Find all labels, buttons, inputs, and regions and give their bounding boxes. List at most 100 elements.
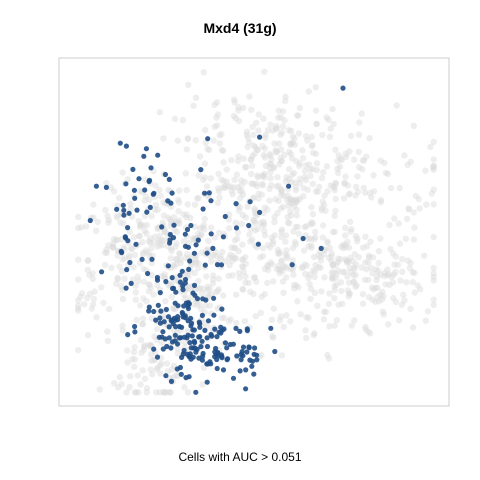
background-cell-point (336, 163, 344, 170)
background-cell-point (285, 148, 293, 156)
background-cell-point (319, 198, 326, 205)
background-cell-point (344, 257, 351, 265)
highlighted-cell-point (218, 262, 225, 268)
background-cell-point (275, 107, 282, 114)
background-cell-point (230, 112, 238, 120)
background-cell-point (307, 285, 315, 292)
background-cell-point (114, 274, 121, 282)
background-cell-point (201, 160, 209, 167)
background-cell-point (306, 280, 313, 288)
background-cell-point (164, 389, 171, 396)
highlighted-cell-point (99, 269, 105, 275)
background-cell-point (266, 160, 273, 167)
highlighted-cell-point (227, 341, 233, 348)
background-cell-point (112, 237, 120, 244)
highlighted-cell-point (188, 222, 194, 229)
background-cell-point (206, 302, 214, 309)
highlighted-cell-point (233, 225, 240, 231)
background-cell-point (302, 133, 310, 140)
background-cell-point (308, 142, 316, 150)
background-cell-point (216, 229, 223, 236)
highlighted-cells-layer (87, 85, 346, 395)
background-cell-point (312, 228, 319, 236)
background-cell-point (251, 205, 258, 212)
background-cell-point (274, 246, 281, 253)
highlighted-cell-point (121, 207, 127, 213)
background-cell-point (273, 148, 281, 155)
background-cell-point (216, 194, 223, 201)
background-cell-point (96, 386, 104, 393)
highlighted-cell-point (132, 329, 138, 335)
background-cell-point (220, 159, 227, 166)
background-cell-point (111, 188, 118, 195)
background-cell-point (260, 221, 268, 228)
background-cell-point (260, 151, 267, 159)
background-cell-point (291, 203, 298, 210)
background-cell-point (337, 155, 344, 162)
highlighted-cell-point (178, 335, 184, 341)
background-cell-point (249, 123, 256, 131)
background-cell-point (308, 219, 315, 226)
background-cell-point (173, 256, 181, 263)
background-cell-point (347, 228, 354, 235)
background-cell-point (306, 271, 314, 278)
background-cell-point (354, 235, 361, 242)
background-cell-point (143, 298, 150, 305)
highlighted-cell-point (117, 140, 123, 146)
background-cell-point (394, 261, 402, 269)
background-cell-point (346, 264, 353, 272)
background-cell-point (345, 259, 352, 266)
background-cell-point (261, 232, 269, 239)
background-cell-point (261, 170, 268, 178)
background-cell-point (387, 245, 394, 253)
background-cell-point (175, 199, 183, 206)
background-cell-point (77, 293, 84, 300)
highlighted-cell-point (183, 375, 189, 381)
background-cell-point (142, 247, 150, 254)
highlighted-cell-point (158, 308, 164, 314)
background-cell-point (338, 156, 345, 164)
background-cell-point (329, 275, 336, 283)
background-cell-point (368, 194, 375, 201)
background-cell-point (261, 227, 268, 234)
background-cell-point (98, 284, 105, 291)
background-cell-point (349, 257, 357, 265)
background-cell-point (162, 297, 169, 305)
background-cell-point (109, 244, 117, 251)
background-cell-point (300, 193, 307, 200)
background-cell-point (321, 192, 328, 199)
background-cell-point (286, 199, 294, 207)
highlighted-cell-point (257, 209, 263, 215)
background-cell-point (271, 232, 278, 239)
background-cell-point (342, 173, 349, 180)
background-cell-point (325, 355, 333, 362)
background-cell-point (362, 233, 369, 240)
background-cell-point (109, 240, 117, 247)
background-cell-point (268, 182, 275, 189)
highlighted-cell-point (139, 256, 145, 262)
background-cell-point (407, 259, 414, 267)
background-cell-point (75, 256, 82, 263)
background-cell-point (103, 246, 110, 253)
highlighted-cell-point (122, 234, 128, 240)
background-cell-point (319, 131, 326, 139)
background-cell-point (313, 160, 321, 167)
background-cell-point (147, 357, 155, 364)
background-cell-point (331, 295, 338, 302)
background-cell-point (335, 255, 342, 262)
background-cell-point (171, 115, 179, 123)
background-cell-point (285, 202, 292, 209)
background-cell-point (430, 273, 437, 281)
background-cell-point (213, 114, 220, 121)
highlighted-cell-point (190, 327, 196, 333)
background-cell-point (174, 219, 182, 226)
background-cell-point (78, 290, 86, 297)
background-cell-point (294, 298, 301, 305)
background-cell-point (278, 352, 286, 359)
background-cell-point (370, 172, 377, 179)
background-cell-point (296, 160, 303, 167)
background-cell-point (252, 143, 259, 151)
background-cell-point (250, 217, 257, 224)
highlighted-cell-point (123, 143, 129, 149)
background-cell-point (320, 169, 327, 176)
